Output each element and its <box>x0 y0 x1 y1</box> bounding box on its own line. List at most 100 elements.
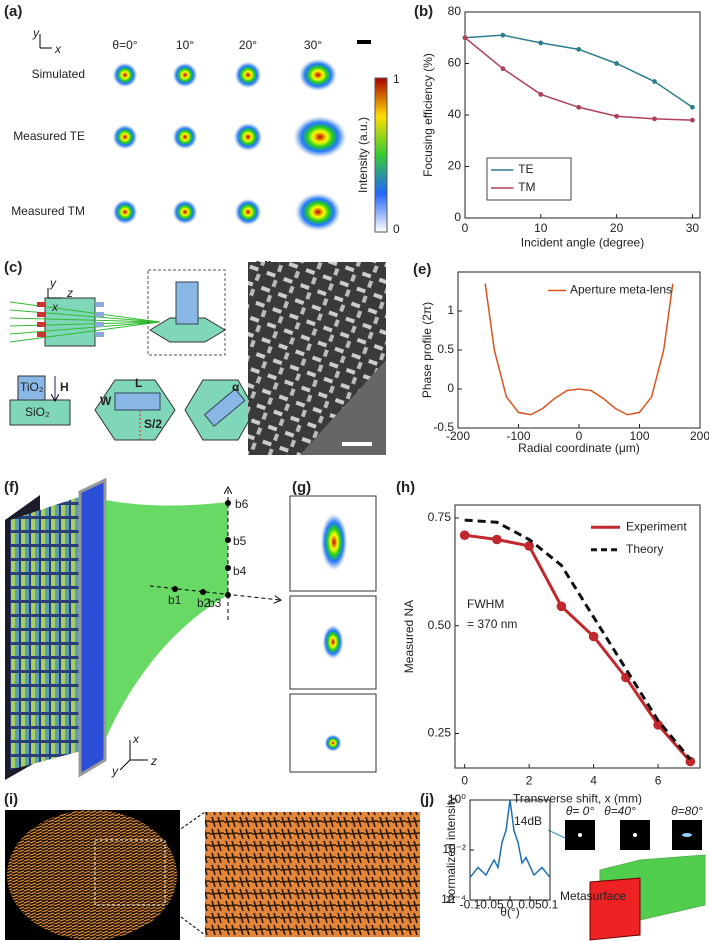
x-tick-label: 6 <box>655 774 662 788</box>
y-axis-label: Focusing efficiency (%) <box>421 53 435 177</box>
plot-frame <box>454 504 701 769</box>
colorbar-max: 1 <box>393 72 400 86</box>
axis-letter: z <box>66 286 73 300</box>
legend-box <box>486 157 572 201</box>
panel-label: (h) <box>396 479 415 496</box>
panel-label: (a) <box>4 3 22 20</box>
series-line <box>464 533 692 763</box>
x-axis-label: Incident angle (degree) <box>521 235 644 249</box>
data-point <box>538 40 544 46</box>
data-point <box>500 66 506 72</box>
data-point <box>538 92 544 97</box>
column-header: 20° <box>239 38 257 52</box>
x-axis-label: Radial coordinate (μm) <box>518 441 640 455</box>
dimension: W <box>100 394 112 408</box>
point-label: b6 <box>235 497 249 511</box>
row-label: Simulated <box>32 67 85 81</box>
panel-label: (e) <box>413 261 431 278</box>
y-tick-label: 10⁻² <box>442 842 466 856</box>
point-label: b5 <box>233 534 247 548</box>
surface-label: Metasurface <box>560 889 626 903</box>
colorbar <box>374 77 388 233</box>
data-point <box>492 534 502 545</box>
panel-label: (i) <box>4 791 18 808</box>
scale-bar <box>342 442 372 446</box>
axis-letter: y <box>49 276 57 290</box>
axis-letter: x <box>54 42 62 56</box>
data-point <box>576 46 582 52</box>
dimension: S/2 <box>144 417 162 431</box>
legend-label: TM <box>518 180 535 194</box>
metalens-diagram <box>9 269 256 441</box>
substrate <box>300 360 386 455</box>
data-point <box>652 116 657 122</box>
axis-letter: y <box>32 26 40 40</box>
colorbar-title: Intensity (a.u.) <box>356 117 370 193</box>
colorbar-min: 0 <box>393 222 400 236</box>
series-line <box>469 799 551 878</box>
data-point <box>556 601 567 612</box>
x-tick-label: 4 <box>590 774 597 788</box>
dimension: α <box>232 380 240 394</box>
y-tick-label: 60 <box>448 56 462 70</box>
axis-letter: y <box>111 764 119 778</box>
series-line <box>484 283 674 416</box>
x-tick-label: -200 <box>446 429 470 443</box>
data-point <box>614 113 620 119</box>
data-point <box>500 32 506 38</box>
x-tick-label: 2 <box>526 774 533 788</box>
far-field-3d <box>547 820 706 941</box>
panel-label: (f) <box>4 479 19 496</box>
point-label: b3 <box>208 596 222 610</box>
annotation: FWHM <box>467 597 504 611</box>
data-point <box>459 530 470 540</box>
x-tick-label: 0 <box>576 429 583 443</box>
angle-label: θ=40° <box>604 804 636 818</box>
y-tick-label: 10⁰ <box>448 792 466 806</box>
panel-label: (j) <box>420 791 434 808</box>
y-tick-label: 10⁻⁴ <box>441 892 466 906</box>
metasurface-3d <box>5 477 280 780</box>
series-line <box>464 34 693 108</box>
data-point <box>652 79 657 84</box>
y-tick-label: 80 <box>448 4 462 18</box>
panel-label: (b) <box>414 3 433 20</box>
x-tick-label: 20 <box>610 221 624 235</box>
data-point <box>653 720 663 730</box>
y-tick-label: 20 <box>448 159 462 173</box>
point-label: b4 <box>233 564 247 578</box>
panel-label: (c) <box>4 259 22 276</box>
x-tick-label: 30 <box>686 221 700 235</box>
data-point <box>690 104 695 110</box>
y-tick-label: 0.50 <box>428 618 452 632</box>
y-axis-label: Measured NA <box>402 600 416 673</box>
metasurface-image <box>5 810 420 940</box>
x-tick-label: 0 <box>462 221 469 235</box>
x-tick-label: -0.05 <box>476 898 504 912</box>
legend-label: Aperture meta-lens <box>570 283 672 297</box>
axis-letter: x <box>132 732 140 746</box>
x-tick-label: 0 <box>507 898 514 912</box>
y-tick-label: 0.5 <box>437 342 454 356</box>
spot-images <box>289 495 377 773</box>
material: SiO₂ <box>25 405 50 419</box>
dimension: L <box>135 376 142 390</box>
dimension: H <box>60 380 69 394</box>
point-label: b1 <box>168 593 182 607</box>
x-tick-label: 0.1 <box>542 898 559 912</box>
point-label: b2 <box>197 596 211 610</box>
panel-label: (g) <box>292 479 311 496</box>
y-tick-label: -0.5 <box>433 420 454 434</box>
angle-label: θ=80° <box>671 804 703 818</box>
y-tick-label: 0.75 <box>428 510 452 524</box>
data-point <box>588 631 599 642</box>
annotation: = 370 nm <box>467 617 517 631</box>
data-point <box>462 35 468 41</box>
column-header: 30° <box>304 38 322 52</box>
row-label: Measured TM <box>11 204 85 218</box>
data-point <box>685 756 696 767</box>
x-axis-label: θ(°) <box>500 905 519 919</box>
y-axis-label: Normalized intensity <box>444 796 458 904</box>
y-tick-label: 0 <box>447 381 454 395</box>
